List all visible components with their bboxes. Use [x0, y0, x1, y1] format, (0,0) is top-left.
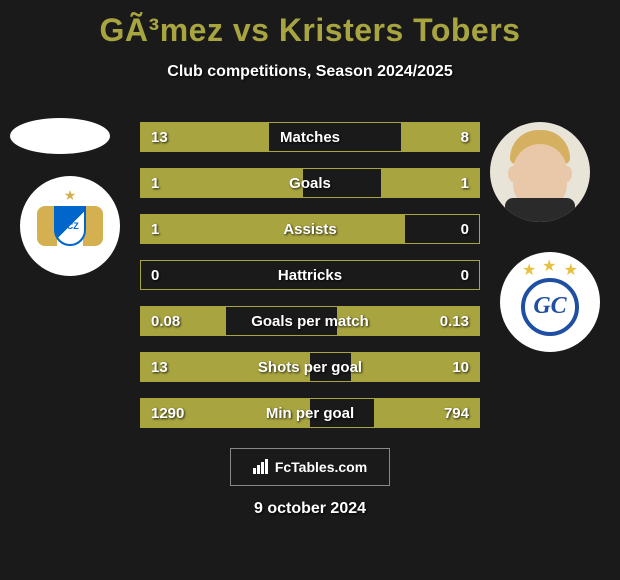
player-right-avatar	[490, 122, 590, 222]
stat-label: Matches	[141, 123, 479, 151]
stats-chart: 13Matches81Goals11Assists00Hattricks00.0…	[140, 122, 480, 444]
gc-logo-icon: ★ ★ ★ GC	[510, 262, 590, 342]
stat-value-right: 8	[461, 123, 469, 151]
star-icon: ★	[522, 260, 536, 280]
lion-right-icon	[83, 206, 103, 246]
stat-row: 13Shots per goal10	[140, 352, 480, 382]
stat-label: Goals per match	[141, 307, 479, 335]
stat-row: 0.08Goals per match0.13	[140, 306, 480, 336]
stat-row: 13Matches8	[140, 122, 480, 152]
stat-value-right: 0	[461, 261, 469, 289]
stat-label: Shots per goal	[141, 353, 479, 381]
watermark-text: FcTables.com	[275, 459, 367, 475]
fcz-logo-icon: ★ FCZ	[35, 191, 105, 261]
star-icon: ★	[64, 187, 77, 204]
stat-label: Min per goal	[141, 399, 479, 427]
player-left-avatar	[10, 118, 110, 154]
stat-value-right: 794	[444, 399, 469, 427]
player-left-club-badge: ★ FCZ	[20, 176, 120, 276]
stat-value-right: 10	[452, 353, 469, 381]
player-right-club-badge: ★ ★ ★ GC	[500, 252, 600, 352]
stat-row: 0Hattricks0	[140, 260, 480, 290]
stat-row: 1Assists0	[140, 214, 480, 244]
stat-value-right: 1	[461, 169, 469, 197]
avatar-shirt	[505, 198, 575, 222]
stat-row: 1290Min per goal794	[140, 398, 480, 428]
chart-icon	[253, 458, 271, 477]
stat-label: Assists	[141, 215, 479, 243]
fcz-shield-icon: FCZ	[54, 206, 86, 246]
page-subtitle: Club competitions, Season 2024/2025	[0, 63, 620, 81]
stat-value-right: 0	[461, 215, 469, 243]
stat-label: Hattricks	[141, 261, 479, 289]
star-icon: ★	[564, 260, 578, 280]
stat-row: 1Goals1	[140, 168, 480, 198]
page-title: GÃ³mez vs Kristers Tobers	[0, 0, 620, 49]
watermark-badge: FcTables.com	[230, 448, 390, 486]
star-icon: ★	[542, 256, 556, 276]
stat-label: Goals	[141, 169, 479, 197]
stat-value-right: 0.13	[440, 307, 469, 335]
date-text: 9 october 2024	[0, 500, 620, 518]
gc-circle-icon: GC	[521, 278, 579, 336]
